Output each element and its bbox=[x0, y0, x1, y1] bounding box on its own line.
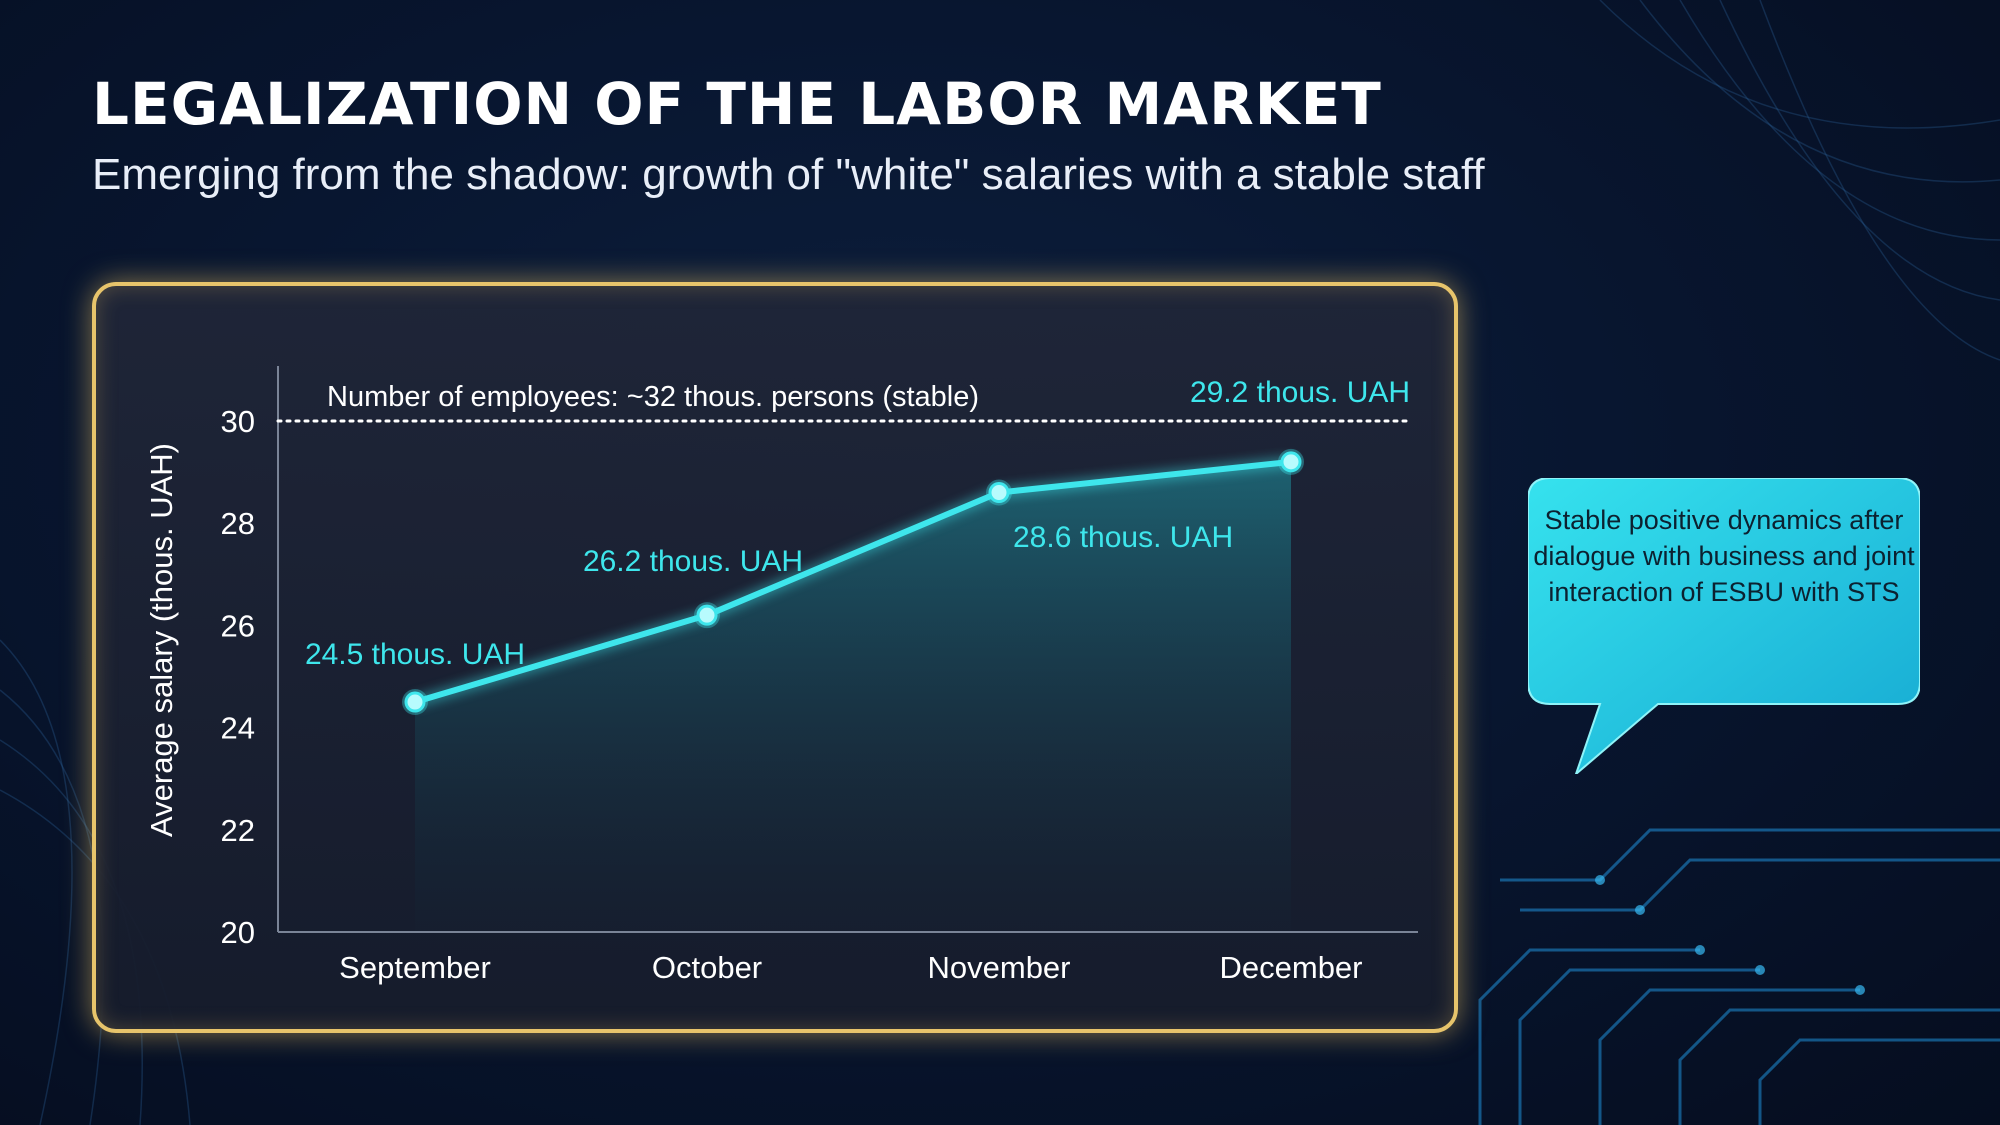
series-area bbox=[415, 461, 1291, 932]
y-tick-label: 24 bbox=[221, 711, 255, 746]
data-label: 28.6 thous. UAH bbox=[1013, 521, 1233, 554]
data-label: 24.5 thous. UAH bbox=[305, 638, 525, 671]
data-point bbox=[404, 691, 426, 713]
data-label: 26.2 thous. UAH bbox=[583, 545, 803, 578]
x-tick-label: September bbox=[339, 950, 491, 985]
x-tick-label: December bbox=[1220, 950, 1363, 985]
y-tick-label: 22 bbox=[221, 813, 255, 848]
y-tick-label: 30 bbox=[221, 404, 255, 439]
x-tick-label: October bbox=[652, 950, 762, 985]
data-point bbox=[696, 604, 718, 626]
y-axis-label: Average salary (thous. UAH) bbox=[144, 443, 179, 837]
callout-bubble bbox=[1528, 478, 1920, 774]
reference-line-label: Number of employees: ~32 thous. persons … bbox=[327, 381, 979, 413]
x-tick-label: November bbox=[928, 950, 1071, 985]
data-point bbox=[1280, 451, 1302, 473]
page-title: LEGALIZATION OF THE LABOR MARKET bbox=[92, 70, 1382, 138]
callout-text: Stable positive dynamics after dialogue … bbox=[1533, 505, 1915, 607]
y-tick-label: 26 bbox=[221, 608, 255, 643]
data-point bbox=[988, 482, 1010, 504]
y-tick-label: 20 bbox=[221, 915, 255, 950]
page-subtitle: Emerging from the shadow: growth of "whi… bbox=[92, 150, 1485, 199]
series-line bbox=[412, 458, 1294, 706]
y-tick-label: 28 bbox=[221, 506, 255, 541]
data-label: 29.2 thous. UAH bbox=[1190, 376, 1410, 409]
